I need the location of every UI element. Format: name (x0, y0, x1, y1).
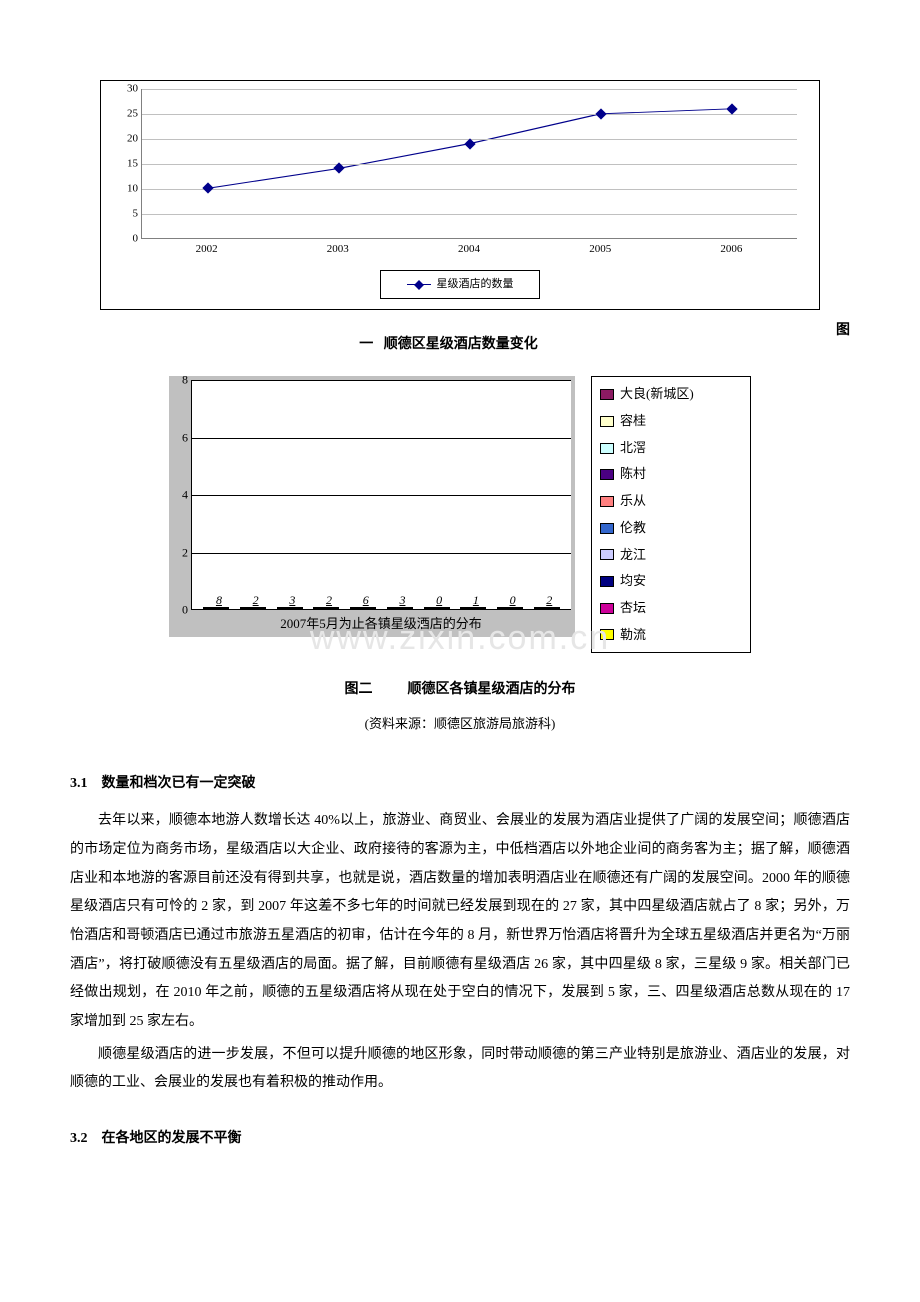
legend-label: 均安 (620, 569, 646, 594)
line-y-tick: 20 (114, 129, 138, 150)
line-chart-x-axis: 20022003200420052006 (141, 239, 797, 260)
bar-y-tick: 4 (174, 484, 188, 507)
line-x-label: 2004 (403, 239, 534, 260)
bar-legend-item: 乐从 (600, 488, 742, 515)
legend-swatch (600, 523, 614, 534)
line-y-tick: 10 (114, 179, 138, 200)
line-y-tick: 0 (114, 229, 138, 250)
line-x-label: 2003 (272, 239, 403, 260)
bar-chart-plot-box: 8232630102 02468 2007年5月为止各镇星级酒店的分布 (169, 376, 575, 637)
legend-label: 星级酒店的数量 (437, 274, 514, 295)
figure-1-caption-text: 顺德区星级酒店数量变化 (384, 337, 538, 352)
legend-label: 伦教 (620, 516, 646, 541)
legend-marker (407, 284, 431, 285)
bar-slot: 0 (418, 607, 455, 609)
legend-swatch (600, 603, 614, 614)
legend-swatch (600, 416, 614, 427)
bar-value-label: 3 (399, 589, 405, 612)
bar-slot: 0 (492, 607, 529, 609)
bar-value-label: 2 (546, 589, 552, 612)
figure-2-caption: 图二 顺德区各镇星级酒店的分布 (70, 677, 850, 704)
bar-legend-item: 容桂 (600, 408, 742, 435)
line-y-tick: 5 (114, 204, 138, 225)
bar-slot: 3 (271, 607, 308, 609)
legend-swatch (600, 496, 614, 507)
bar-legend-item: 勒流 (600, 622, 742, 649)
line-chart-plot: 051015202530 (141, 89, 797, 239)
line-y-tick: 15 (114, 154, 138, 175)
line-x-label: 2002 (141, 239, 272, 260)
bar-legend-item: 龙江 (600, 542, 742, 569)
bar-slot: 8 (198, 607, 235, 609)
legend-swatch (600, 629, 614, 640)
bar-value-label: 8 (216, 589, 222, 612)
line-y-tick: 30 (114, 79, 138, 100)
legend-label: 乐从 (620, 489, 646, 514)
bar-slot: 6 (345, 607, 382, 609)
legend-label: 陈村 (620, 462, 646, 487)
bar-y-tick: 2 (174, 541, 188, 564)
line-chart-legend: 星级酒店的数量 (380, 270, 540, 299)
figure-2-caption-text: 顺德区各镇星级酒店的分布 (408, 682, 576, 697)
line-x-label: 2005 (535, 239, 666, 260)
legend-label: 杏坛 (620, 596, 646, 621)
bar-value-label: 6 (363, 589, 369, 612)
bar-slot: 2 (528, 607, 565, 609)
line-x-label: 2006 (666, 239, 797, 260)
legend-label: 容桂 (620, 409, 646, 434)
line-chart: 051015202530 20022003200420052006 星级酒店的数… (100, 80, 820, 310)
bar-legend-item: 陈村 (600, 461, 742, 488)
bar-chart-legend: 大良(新城区)容桂北滘陈村乐从伦教龙江均安杏坛勒流 (591, 376, 751, 653)
legend-label: 龙江 (620, 543, 646, 568)
bar-slot: 2 (308, 607, 345, 609)
bar-y-tick: 6 (174, 426, 188, 449)
legend-label: 勒流 (620, 623, 646, 648)
bar-value-label: 0 (436, 589, 442, 612)
legend-swatch (600, 576, 614, 587)
legend-swatch (600, 443, 614, 454)
bar-chart-plot: 8232630102 02468 (191, 380, 571, 610)
bar-value-label: 3 (289, 589, 295, 612)
bar-value-label: 1 (473, 589, 479, 612)
bar-value-label: 0 (510, 589, 516, 612)
bar-legend-item: 均安 (600, 568, 742, 595)
bar-value-label: 2 (253, 589, 259, 612)
section-3-1-paragraph-1: 去年以来，顺德本地游人数增长达 40%以上，旅游业、商贸业、会展业的发展为酒店业… (70, 807, 850, 1037)
figure-2-source: (资料来源：顺德区旅游局旅游科) (70, 712, 850, 737)
legend-swatch (600, 549, 614, 560)
figure-1-caption: 一 顺德区星级酒店数量变化 (70, 332, 820, 359)
bar-slot: 1 (455, 607, 492, 609)
bar-y-tick: 0 (174, 599, 188, 622)
section-3-2-heading: 3.2 在各地区的发展不平衡 (70, 1126, 850, 1153)
bar-y-tick: 8 (174, 369, 188, 392)
bar-legend-item: 北滘 (600, 435, 742, 462)
bar-chart-x-label: 2007年5月为止各镇星级酒店的分布 (191, 612, 571, 637)
bar-legend-item: 伦教 (600, 515, 742, 542)
bar-legend-item: 杏坛 (600, 595, 742, 622)
section-3-1-heading: 3.1 数量和档次已有一定突破 (70, 771, 850, 798)
bar-slot: 3 (382, 607, 419, 609)
legend-label: 北滘 (620, 436, 646, 461)
legend-label: 大良(新城区) (620, 382, 694, 407)
figure-1-dash: 一 (352, 332, 380, 359)
figure-1-right-label: 图 (820, 318, 850, 345)
bar-value-label: 2 (326, 589, 332, 612)
legend-swatch (600, 469, 614, 480)
line-y-tick: 25 (114, 104, 138, 125)
bar-legend-item: 大良(新城区) (600, 381, 742, 408)
bar-chart: 8232630102 02468 2007年5月为止各镇星级酒店的分布 大良(新… (150, 376, 770, 653)
bar-slot: 2 (235, 607, 272, 609)
legend-swatch (600, 389, 614, 400)
figure-2-caption-label: 图二 (345, 682, 373, 697)
section-3-1-paragraph-2: 顺德星级酒店的进一步发展，不但可以提升顺德的地区形象，同时带动顺德的第三产业特别… (70, 1041, 850, 1098)
